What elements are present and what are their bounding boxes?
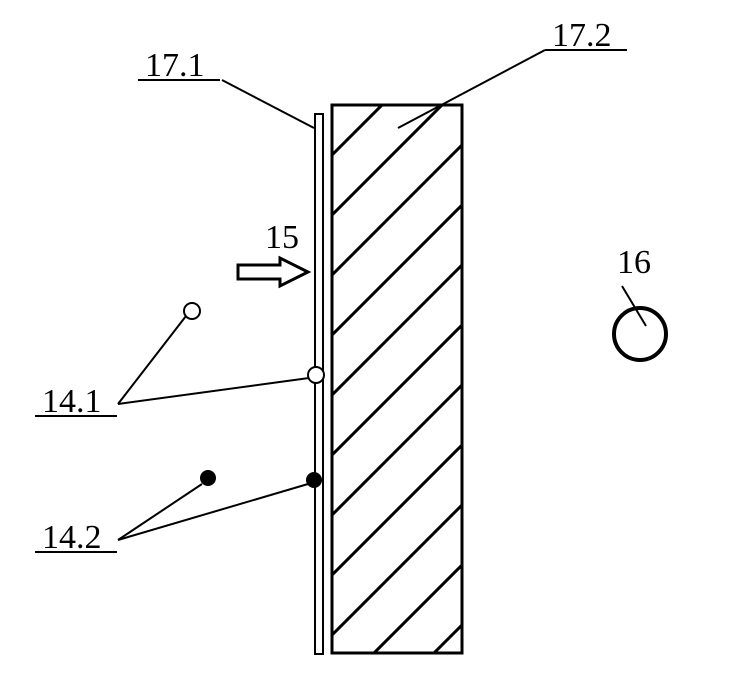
solid-dot-left	[200, 470, 216, 486]
label-15: 15	[265, 219, 299, 256]
leader-14-2-a	[118, 484, 202, 540]
label-16: 16	[617, 244, 651, 281]
leader-17-1	[222, 80, 314, 128]
leader-14-1-a	[118, 316, 186, 404]
label-17-2: 17.2	[552, 17, 612, 54]
leader-17-2	[398, 50, 545, 128]
open-dot-right	[308, 367, 324, 383]
arrow-icon	[238, 258, 308, 286]
thin-bar	[315, 114, 323, 654]
solid-dot-right	[306, 472, 322, 488]
label-14-1: 14.1	[42, 383, 102, 420]
leader-14-2-b	[118, 484, 308, 540]
hatched-rect-fill	[312, 0, 482, 674]
diagram-root: 17.1 17.2 15 16 14.1 14.2	[0, 0, 747, 674]
label-14-2: 14.2	[42, 519, 102, 556]
label-17-1: 17.1	[145, 47, 205, 84]
leader-14-1-b	[118, 378, 309, 404]
